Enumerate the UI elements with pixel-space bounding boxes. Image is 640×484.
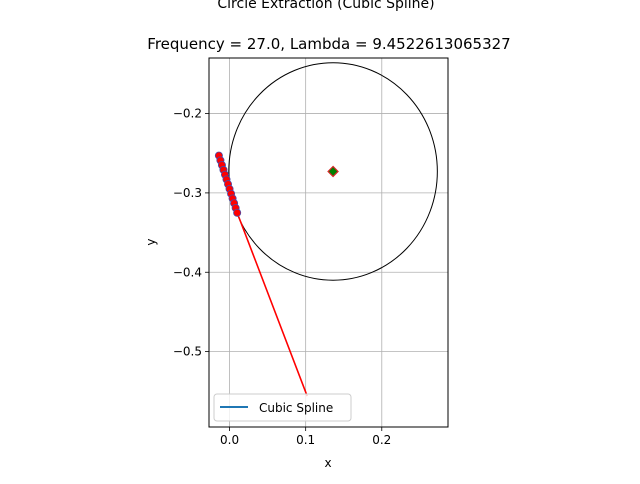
legend: Cubic Spline [213, 393, 352, 422]
y-tick-label: −0.3 [173, 186, 202, 200]
legend-label: Cubic Spline [259, 401, 333, 415]
data-point [233, 208, 242, 217]
legend-box [213, 393, 352, 422]
y-axis-label: y [144, 238, 158, 245]
grid [209, 58, 448, 427]
y-tick-label: −0.5 [173, 345, 202, 359]
plot-area [214, 62, 438, 397]
x-axis: 0.0 0.1 0.2 [220, 427, 391, 447]
x-tick-label: 0.0 [220, 433, 239, 447]
axes-frame [208, 57, 449, 428]
center-marker [327, 165, 339, 178]
chart-title: Circle Extraction (Cubic Spline) [217, 0, 434, 12]
x-axis-label: x [324, 456, 331, 470]
x-tick-label: 0.1 [296, 433, 315, 447]
x-tick-label: 0.2 [372, 433, 391, 447]
y-tick-label: −0.4 [173, 265, 202, 279]
y-axis: −0.2 −0.3 −0.4 −0.5 [173, 107, 209, 359]
chart-subtitle: Frequency = 27.0, Lambda = 9.45226130653… [147, 35, 510, 53]
fitted-circle [228, 62, 438, 281]
y-tick-label: −0.2 [173, 107, 202, 121]
